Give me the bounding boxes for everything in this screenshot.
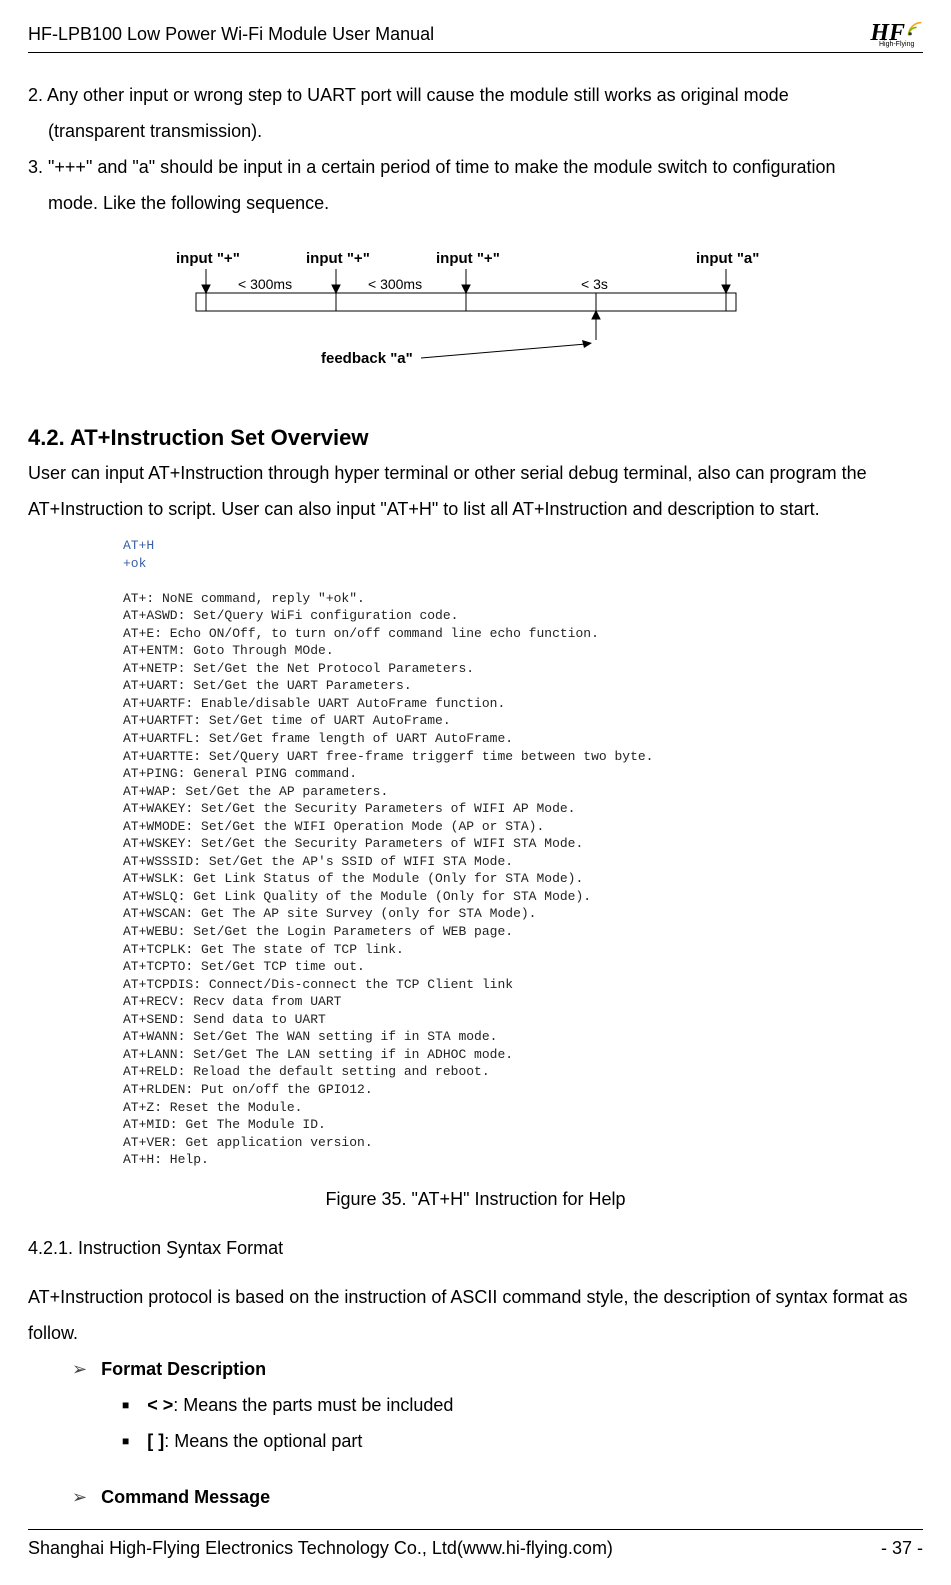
logo-arc-icon [907, 21, 923, 37]
terminal-output: AT+H +ok AT+: NoNE command, reply "+ok".… [123, 537, 923, 1169]
bullet-command-msg: Command Message [72, 1479, 923, 1515]
paragraph-2b: (transparent transmission). [28, 113, 923, 149]
bullet-inc-sym: < > [147, 1395, 173, 1415]
page-header: HF-LPB100 Low Power Wi-Fi Module User Ma… [28, 20, 923, 53]
heading-4-2-1: 4.2.1. Instruction Syntax Format [28, 1238, 923, 1259]
timing-label-0: input "+" [176, 250, 240, 267]
logo-subtext: High-Flying [870, 41, 923, 48]
paragraph-3b: mode. Like the following sequence. [28, 185, 923, 221]
terminal-header: AT+H +ok [123, 538, 154, 571]
bullet-angle-brackets: < >: Means the parts must be included [122, 1387, 923, 1423]
paragraph-3: 3. "+++" and "a" should be input in a ce… [28, 149, 923, 185]
bullet-opt-txt: : Means the optional part [164, 1431, 362, 1451]
terminal-body: AT+: NoNE command, reply "+ok". AT+ASWD:… [123, 591, 654, 1168]
timing-label-2: input "+" [436, 250, 500, 267]
bullet-format-label: Format Description [101, 1359, 266, 1379]
bullet-cmd-label: Command Message [101, 1487, 270, 1507]
bullet-square-brackets: [ ]: Means the optional part [122, 1423, 923, 1459]
timing-diagram: input "+" input "+" input "+" input "a" … [126, 245, 826, 385]
header-title: HF-LPB100 Low Power Wi-Fi Module User Ma… [28, 24, 434, 45]
paragraph-overview: User can input AT+Instruction through hy… [28, 455, 923, 527]
timing-feedback: feedback "a" [321, 350, 413, 367]
timing-label-3: input "a" [696, 250, 759, 267]
paragraph-2: 2. Any other input or wrong step to UART… [28, 77, 923, 113]
paragraph-syntax: AT+Instruction protocol is based on the … [28, 1279, 923, 1351]
timing-label-1: input "+" [306, 250, 370, 267]
page-footer: Shanghai High-Flying Electronics Technol… [28, 1529, 923, 1559]
figure-35-caption: Figure 35. "AT+H" Instruction for Help [28, 1189, 923, 1210]
heading-4-2: 4.2. AT+Instruction Set Overview [28, 425, 923, 451]
timing-dur-2: < 3s [581, 276, 608, 292]
timing-dur-1: < 300ms [368, 276, 422, 292]
footer-page-num: - 37 - [881, 1538, 923, 1559]
logo: HF High-Flying [870, 20, 923, 48]
bullet-format-desc: Format Description [72, 1351, 923, 1387]
bullet-opt-sym: [ ] [147, 1431, 164, 1451]
footer-company: Shanghai High-Flying Electronics Technol… [28, 1538, 613, 1559]
bullet-inc-txt: : Means the parts must be included [173, 1395, 453, 1415]
timing-dur-0: < 300ms [238, 276, 292, 292]
